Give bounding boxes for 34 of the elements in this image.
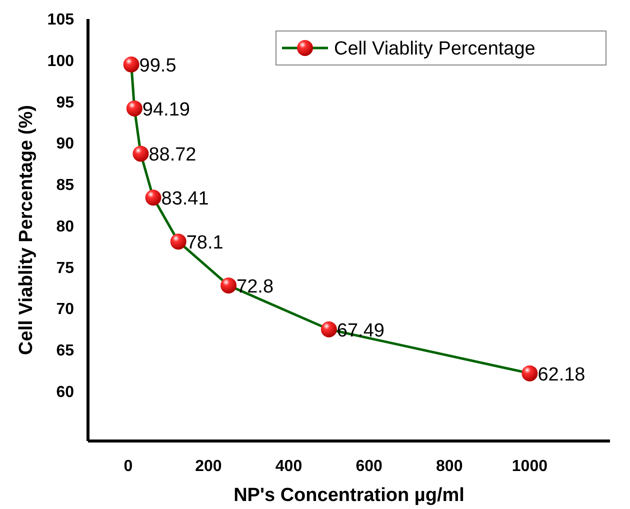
y-tick-label: 70: [56, 301, 74, 318]
y-tick-label: 75: [56, 260, 74, 277]
data-label: 99.5: [139, 56, 176, 77]
x-tick-label: 400: [275, 458, 302, 475]
y-tick-label: 95: [56, 94, 74, 112]
y-tick-label: 85: [56, 177, 74, 194]
point: [132, 146, 149, 162]
legend-label: Cell Viablity Percentage: [334, 38, 536, 60]
point: [522, 365, 538, 382]
y-tick-label: 90: [56, 136, 74, 153]
point: [126, 100, 142, 116]
point: [220, 277, 237, 294]
point: [170, 234, 186, 250]
x-tick-label: 600: [356, 458, 383, 475]
y-tick-label: 65: [56, 342, 74, 360]
y-tick-label: 80: [56, 218, 74, 236]
x-tick-label: 200: [195, 458, 222, 475]
data-label: 78.1: [186, 232, 224, 254]
y-tick-label: 105: [47, 12, 74, 29]
data-label: 83.41: [161, 188, 209, 210]
data-label: 94.19: [142, 99, 190, 120]
point: [320, 321, 337, 338]
y-tick-label: 100: [47, 52, 74, 70]
data-label: 62.18: [538, 364, 586, 386]
point: [123, 56, 140, 73]
y-tick-label: 60: [56, 384, 74, 401]
y-axis-title: Cell Viablity Percentage (%): [16, 105, 37, 355]
x-axis-title: NP's Concentration µg/ml: [234, 485, 464, 506]
x-tick-label: 0: [124, 458, 133, 475]
point: [145, 190, 162, 206]
data-label: 72.8: [236, 276, 274, 298]
data-label: 88.72: [148, 144, 196, 166]
x-tick-label: 800: [436, 458, 463, 475]
x-tick-label: 1000: [512, 458, 548, 475]
